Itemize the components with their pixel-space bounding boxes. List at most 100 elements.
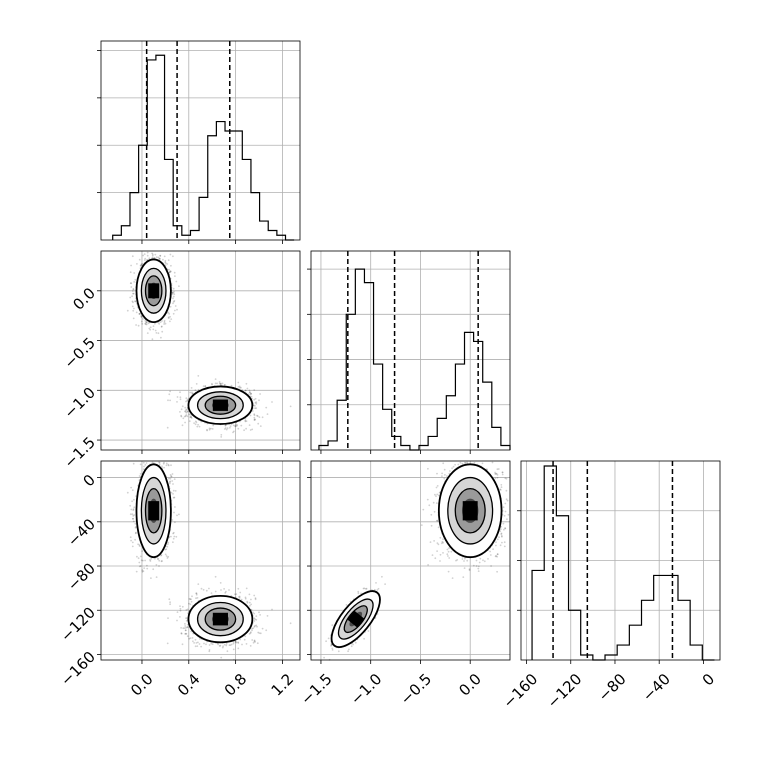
sample-point [132, 301, 134, 304]
sample-point [168, 477, 170, 480]
sample-point [257, 422, 260, 425]
sample-point [167, 399, 169, 402]
sample-point [259, 393, 261, 395]
sample-point [131, 290, 134, 292]
sample-point [137, 557, 140, 560]
sample-point [234, 425, 237, 427]
sample-point [151, 256, 154, 259]
sample-point [170, 464, 172, 467]
sample-point [179, 411, 181, 413]
sample-point [154, 329, 157, 332]
sample-point [167, 316, 170, 319]
sample-point [159, 255, 162, 257]
sample-point [172, 302, 174, 305]
sample-point [139, 555, 142, 558]
sample-point [134, 300, 137, 303]
sample-point [174, 275, 176, 277]
sample-point [145, 323, 148, 326]
hist-bar [617, 645, 629, 660]
sample-point [176, 401, 178, 403]
sample-point [133, 506, 136, 509]
sample-point [168, 268, 170, 271]
sample-point [167, 463, 170, 466]
hist-bar [556, 516, 568, 660]
sample-point [130, 286, 133, 288]
sample-point [244, 389, 247, 392]
sample-point [246, 387, 249, 390]
sample-point [186, 410, 189, 413]
sample-point [172, 295, 175, 298]
sample-point [170, 264, 172, 267]
sample-point [164, 264, 167, 267]
sample-point [193, 422, 196, 424]
sample-point [140, 315, 143, 318]
sample-point [188, 413, 191, 416]
sample-point [130, 282, 133, 285]
sample-point [154, 322, 156, 325]
sample-point [250, 395, 253, 398]
sample-point [234, 425, 237, 428]
sample-point [151, 338, 154, 341]
sample-point [190, 415, 192, 418]
panel-frame [310, 250, 511, 451]
sample-point [186, 415, 189, 418]
sample-point [172, 287, 175, 290]
sample-point [148, 327, 151, 330]
sample-point [169, 253, 172, 256]
hist-bar [501, 445, 510, 450]
sample-point [146, 254, 149, 257]
sample-point [160, 326, 163, 328]
sample-point [144, 257, 147, 260]
sample-point [189, 413, 192, 416]
sample-point [212, 424, 215, 427]
sample-point [170, 318, 173, 320]
sample-point [184, 410, 186, 413]
sample-point [245, 382, 248, 385]
sample-point [174, 309, 176, 312]
hist-bar [654, 575, 666, 660]
sample-point [174, 521, 176, 524]
sample-point [163, 323, 166, 325]
sample-point [163, 321, 166, 324]
sample-point [166, 545, 169, 548]
sample-point [265, 406, 268, 409]
density-peak [148, 283, 160, 299]
sample-point [135, 531, 137, 534]
sample-point [163, 255, 166, 258]
sample-point [226, 427, 229, 430]
hist-bar [113, 235, 122, 240]
sample-point [173, 271, 176, 274]
hist-bar [121, 226, 130, 240]
sample-point [165, 548, 168, 551]
sample-point [138, 475, 141, 477]
sample-point [173, 511, 175, 514]
hist-bar [216, 122, 225, 240]
sample-point [195, 383, 198, 385]
sample-point [145, 321, 148, 324]
sample-point [184, 421, 187, 424]
sample-point [211, 382, 213, 385]
sample-point [137, 543, 140, 546]
sample-point [208, 427, 211, 430]
sample-point [132, 292, 134, 295]
hist-bar [277, 235, 286, 240]
sample-point [161, 320, 163, 322]
sample-point [174, 305, 177, 307]
sample-point [130, 539, 133, 542]
hist-bar [147, 60, 156, 240]
sample-point [140, 315, 143, 317]
sample-point [173, 291, 175, 293]
hist-bar [364, 283, 373, 450]
sample-point [129, 282, 132, 284]
sample-point [166, 426, 169, 429]
sample-point [140, 264, 143, 266]
hist-bar [401, 445, 410, 450]
sample-point [175, 280, 178, 283]
sample-point [163, 319, 166, 322]
hist-bar [374, 364, 383, 450]
sample-point [169, 270, 172, 272]
sample-point [253, 413, 256, 416]
sample-point [150, 577, 152, 579]
sample-point [160, 325, 163, 328]
sample-point [131, 300, 134, 303]
